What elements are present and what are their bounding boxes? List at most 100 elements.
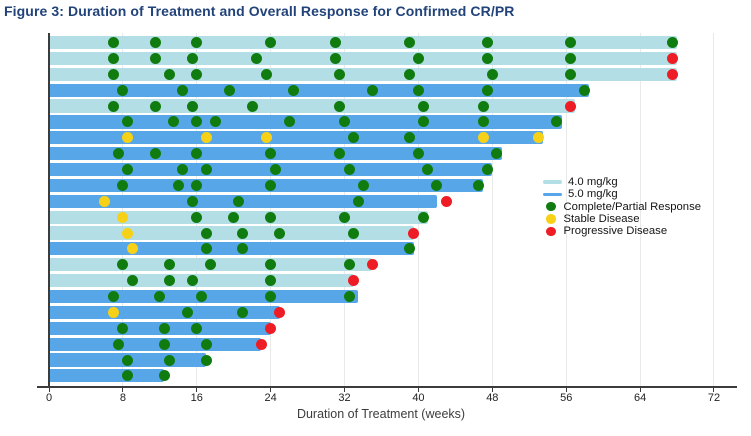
x-axis-tick (196, 387, 198, 392)
response-marker-cr (288, 84, 300, 96)
response-marker-cr (168, 116, 180, 128)
response-marker-cr (126, 275, 138, 287)
response-marker-cr (491, 148, 503, 160)
response-marker-cr (117, 84, 129, 96)
response-marker-cr (246, 100, 258, 112)
response-marker-cr (482, 52, 494, 64)
response-marker-cr (158, 338, 170, 350)
response-marker-cr (329, 52, 341, 64)
legend-line-swatch-4-0 (543, 180, 562, 184)
response-marker-pd (348, 275, 360, 287)
response-marker-cr (191, 68, 203, 80)
response-marker-sd (98, 195, 110, 207)
x-axis-label: Duration of Treatment (weeks) (296, 407, 466, 421)
legend-dot-progressive-disease-icon (546, 226, 556, 237)
response-marker-cr (274, 227, 286, 239)
x-tick-label: 56 (560, 392, 573, 404)
response-marker-cr (431, 179, 443, 191)
legend: 4.0 mg/kg 5.0 mg/kg Complete/Partial Res… (543, 176, 701, 237)
x-axis-tick (48, 387, 50, 392)
response-marker-cr (237, 227, 249, 239)
response-marker-sd (117, 211, 129, 223)
response-marker-cr (366, 84, 378, 96)
swimmer-bar (49, 36, 678, 50)
x-tick-label: 16 (190, 392, 203, 404)
response-marker-pd (255, 338, 267, 350)
response-marker-cr (163, 259, 175, 271)
response-marker-cr (122, 116, 133, 128)
legend-label: 5.0 mg/kg (568, 188, 618, 201)
response-marker-cr (265, 179, 277, 191)
response-marker-cr (191, 37, 203, 49)
response-marker-sd (477, 132, 489, 144)
x-axis-line (37, 386, 737, 388)
response-marker-cr (200, 354, 212, 366)
x-tick-label: 32 (338, 392, 351, 404)
response-marker-cr (482, 37, 494, 49)
response-marker-sd (122, 227, 133, 239)
response-marker-cr (579, 84, 591, 96)
swimmer-bar (49, 99, 576, 113)
response-marker-cr (265, 37, 277, 49)
legend-label: Stable Disease (563, 213, 640, 226)
response-marker-cr (417, 116, 429, 128)
response-marker-cr (417, 211, 429, 223)
response-marker-cr (149, 100, 161, 112)
response-marker-cr (486, 68, 498, 80)
gridline (196, 33, 198, 386)
swimmer-bar (49, 226, 414, 240)
response-marker-cr (163, 275, 175, 287)
response-marker-pd (565, 100, 577, 112)
response-marker-sd (108, 306, 120, 318)
response-marker-cr (343, 291, 355, 303)
response-marker-cr (352, 195, 364, 207)
response-marker-cr (482, 84, 494, 96)
response-marker-cr (191, 148, 203, 160)
response-marker-cr (122, 354, 133, 366)
response-marker-cr (149, 37, 161, 49)
response-marker-cr (149, 52, 161, 64)
response-marker-cr (200, 164, 212, 176)
response-marker-cr (339, 116, 351, 128)
response-marker-cr (191, 116, 203, 128)
response-marker-cr (265, 275, 277, 287)
response-marker-cr (223, 84, 235, 96)
response-marker-cr (417, 100, 429, 112)
response-marker-cr (186, 275, 198, 287)
x-axis-tick (639, 387, 641, 392)
response-marker-cr (565, 37, 577, 49)
response-marker-cr (412, 52, 424, 64)
x-tick-label: 24 (264, 392, 277, 404)
swimmer-bar (49, 83, 590, 97)
response-marker-cr (205, 259, 217, 271)
response-marker-cr (163, 68, 175, 80)
response-marker-cr (177, 84, 189, 96)
response-marker-cr (237, 306, 249, 318)
response-marker-cr (228, 211, 240, 223)
response-marker-cr (334, 68, 346, 80)
response-marker-cr (565, 52, 577, 64)
x-tick-label: 0 (45, 392, 53, 404)
response-marker-pd (666, 68, 678, 80)
response-marker-cr (265, 148, 277, 160)
legend-label: 4.0 mg/kg (568, 176, 618, 189)
swimmer-bar (49, 369, 165, 383)
x-axis-tick (417, 387, 419, 392)
response-marker-pd (265, 322, 277, 334)
response-marker-cr (403, 132, 415, 144)
legend-item-stable-disease: Stable Disease (543, 213, 701, 225)
response-marker-cr (357, 179, 369, 191)
legend-dot-complete-partial-response-icon (546, 201, 556, 212)
response-marker-sd (260, 132, 272, 144)
x-axis-tick (122, 387, 124, 392)
response-marker-cr (477, 100, 489, 112)
response-marker-pd (366, 259, 378, 271)
response-marker-cr (565, 68, 577, 80)
gridline (270, 33, 272, 386)
response-marker-pd (274, 306, 286, 318)
swimmer-bar (49, 131, 544, 145)
legend-item-4-0-mgkg: 4.0 mg/kg (543, 176, 701, 188)
response-marker-cr (172, 179, 184, 191)
